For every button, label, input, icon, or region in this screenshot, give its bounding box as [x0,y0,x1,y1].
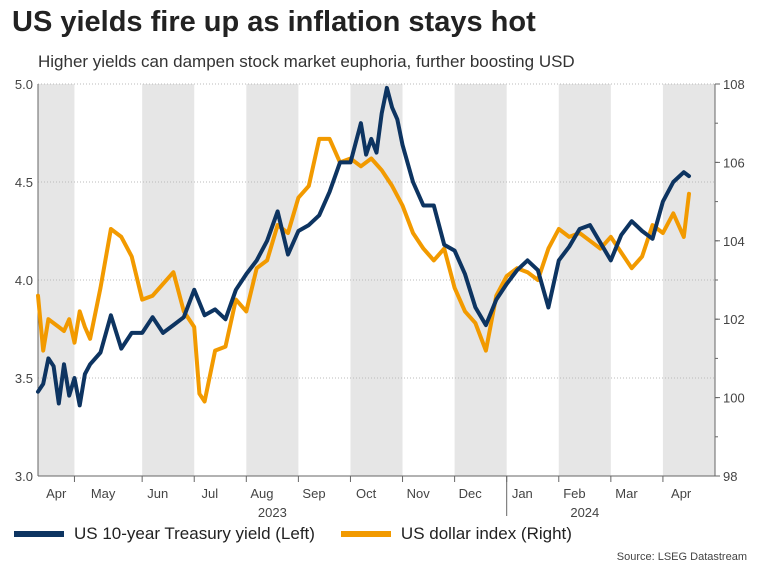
right-tick-label: 106 [723,155,745,170]
left-tick-label: 4.0 [15,273,33,288]
source-note: Source: LSEG Datastream [616,551,747,563]
legend-swatch-dollar [340,531,391,537]
left-tick-label: 5.0 [15,77,33,92]
year-label: 2023 [258,505,287,520]
right-tick-label: 98 [723,469,737,484]
right-tick-label: 100 [723,391,745,406]
axes: 3.0 3.5 4.0 4.5 5.0 98 100 102 104 106 108 Apr May Ju… [15,77,745,520]
legend-label-dollar: US dollar index (Right) [400,524,572,543]
month-tick-label: Apr [46,486,67,501]
month-tick-label: Jul [202,486,219,501]
series-lines [36,85,691,408]
year-label: 2024 [570,505,599,520]
month-tick-label: Mar [615,486,638,501]
month-tick-label: Oct [356,486,377,501]
left-tick-label: 4.5 [15,175,33,190]
month-tick-label: Apr [671,486,692,501]
right-tick-label: 102 [723,312,745,327]
month-tick-label: Nov [407,486,431,501]
chart-title: US yields fire up as inflation stays hot [12,6,536,38]
month-tick-label: Jun [147,486,168,501]
month-tick-label: May [91,486,116,501]
chart-subtitle: Higher yields can dampen stock market eu… [38,52,575,71]
chart: 3.0 3.5 4.0 4.5 5.0 98 100 102 104 106 108 Apr May Ju… [15,77,745,520]
left-tick-label: 3.5 [15,371,33,386]
legend-swatch-yield [14,531,64,537]
series-line-us-10y-yield [36,85,691,408]
legend-item-dollar: US dollar index (Right) [340,524,572,544]
month-tick-label: Feb [563,486,585,501]
legend: US 10-year Treasury yield (Left) US doll… [14,524,598,544]
month-tick-label: Sep [302,486,325,501]
legend-item-yield: US 10-year Treasury yield (Left) [14,524,315,544]
month-tick-label: Jan [512,486,533,501]
left-tick-label: 3.0 [15,469,33,484]
legend-label-yield: US 10-year Treasury yield (Left) [74,524,315,543]
shaded-band-dec [454,84,507,476]
month-tick-label: Aug [250,486,273,501]
right-tick-label: 104 [723,234,745,249]
right-tick-label: 108 [723,77,745,92]
month-tick-label: Dec [459,486,483,501]
